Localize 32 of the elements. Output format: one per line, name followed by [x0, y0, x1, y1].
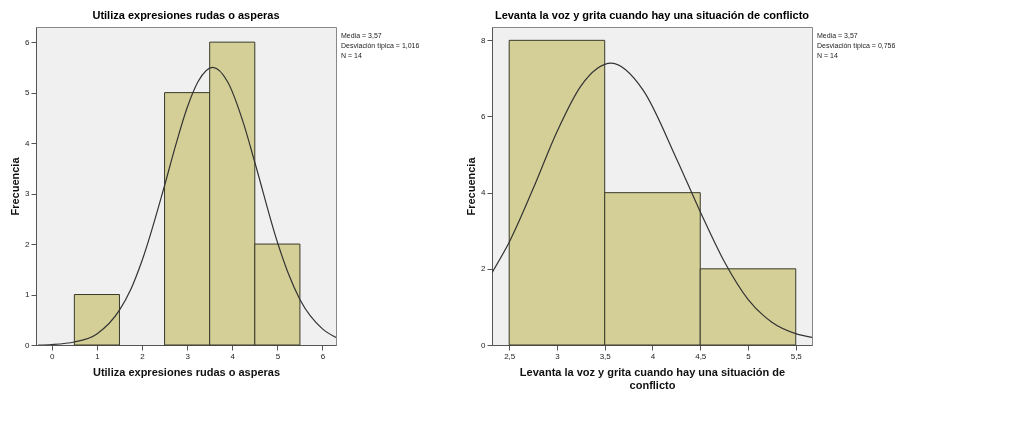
y-tick-label: 3: [25, 189, 31, 199]
x-tick-label: 6: [320, 351, 326, 361]
x-tick-label: 3: [555, 351, 561, 361]
y-tick-label: 5: [25, 88, 31, 98]
y-tick-label: 8: [481, 35, 487, 45]
y-tick-label: 4: [481, 188, 487, 198]
chart-title: Levanta la voz y grita cuando hay una situación de conflicto: [494, 9, 810, 21]
x-tick-label: 2,5: [504, 351, 516, 361]
x-tick-label: 4: [230, 351, 236, 361]
y-tick-label: 6: [25, 37, 31, 47]
y-tick-label: 0: [25, 340, 31, 350]
x-tick-label: 5: [275, 351, 281, 361]
y-axis-title: Frecuencia: [465, 156, 478, 216]
x-tick-label: 5: [746, 351, 752, 361]
x-tick-label: 1: [95, 351, 101, 361]
y-tick-label: 4: [25, 138, 31, 148]
x-tick-label: 3: [185, 351, 191, 361]
y-tick-label: 2: [481, 264, 487, 274]
x-tick-label: 0: [50, 351, 56, 361]
y-tick-label: 1: [25, 290, 31, 300]
x-tick-label: 5,5: [790, 351, 803, 361]
x-tick-label: 4,5: [695, 351, 707, 361]
x-axis-title: Utiliza expresiones rudas o asperas: [92, 365, 281, 378]
y-tick-label: 0: [481, 340, 487, 350]
x-tick-label: 2: [140, 351, 146, 361]
x-tick-label: 3,5: [599, 351, 612, 361]
y-axis-title: Frecuencia: [9, 156, 22, 216]
chart-title: Utiliza expresiones rudas o asperas: [92, 9, 280, 21]
y-tick-label: 6: [481, 112, 487, 121]
y-tick-label: 2: [25, 239, 31, 249]
x-tick-label: 4: [650, 351, 656, 361]
x-axis-title: Levanta la voz y grita cuando hay una situación de conflicto: [519, 365, 786, 391]
